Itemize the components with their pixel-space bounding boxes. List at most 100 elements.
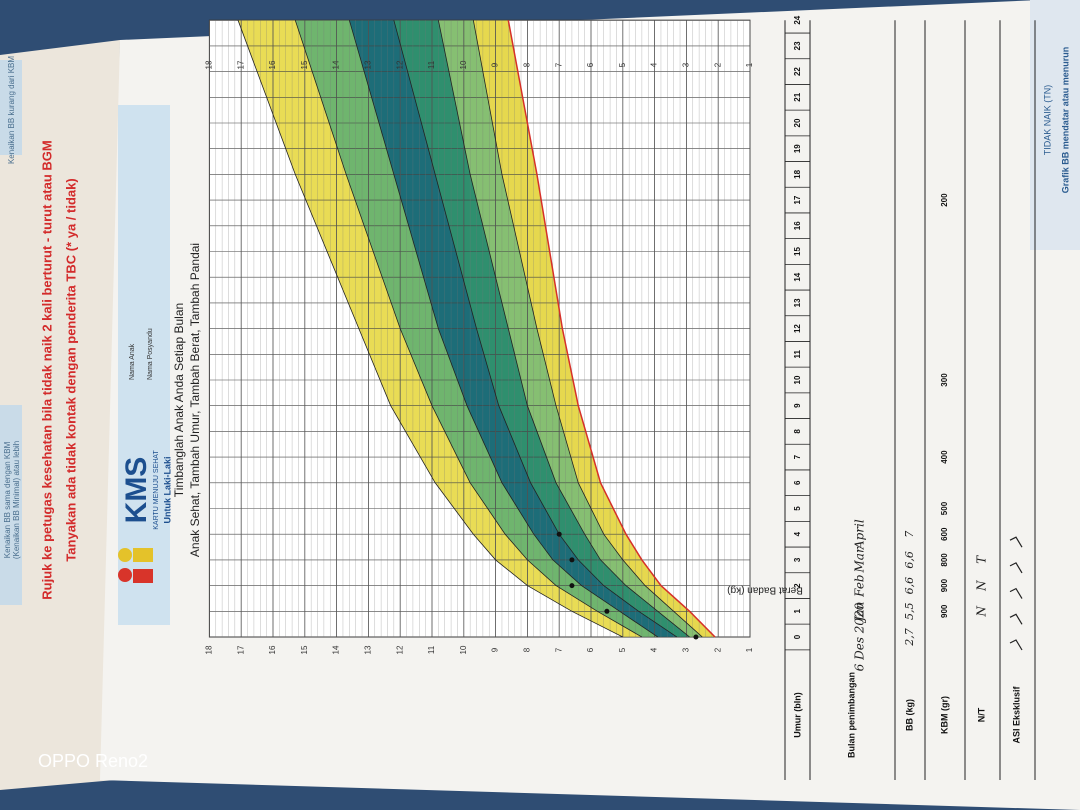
age-label: 14	[793, 272, 802, 281]
age-label: 6	[793, 480, 802, 485]
weight-tick-label: 18	[205, 645, 214, 654]
weight-tick-label: 16	[268, 645, 277, 654]
asi-check	[1009, 639, 1023, 651]
field-label: Nama Anak	[129, 343, 136, 380]
weight-tick-label: 18	[205, 60, 214, 69]
age-label: 24	[793, 15, 802, 24]
watermark: OPPO Reno2	[38, 751, 148, 771]
kbm-entry: 900	[940, 578, 949, 592]
nt-entry: N	[975, 606, 989, 618]
weight-tick-label: 14	[332, 60, 341, 69]
age-label: 15	[793, 247, 802, 256]
band-line	[507, 20, 716, 638]
age-label: 4	[793, 531, 802, 536]
slogan: Anak Sehat, Tambah Umur, Tambah Berat, T…	[188, 243, 202, 557]
band-line	[237, 20, 623, 638]
weight-tick-label: 7	[554, 647, 563, 652]
gender: Untuk Laki-Laki	[162, 456, 172, 523]
weight-tick-label: 17	[236, 60, 245, 69]
y-axis-label: Berat Badan (kg)	[727, 584, 803, 595]
logo-sub: KARTU MENUJU SEHAT	[153, 450, 160, 530]
band-line	[348, 20, 659, 638]
note-text: Kenaikan BB sama dengan KBM	[3, 441, 12, 558]
band-line	[472, 20, 703, 638]
weight-tick-label: 15	[300, 645, 309, 654]
asi-check	[1009, 587, 1023, 599]
side-panel	[1030, 0, 1080, 250]
note-box	[0, 405, 22, 605]
note-text: (Kenaikan BB Minimal) atau lebih	[12, 441, 21, 559]
band-line	[294, 20, 643, 638]
age-label: 20	[793, 118, 802, 127]
weight-tick-label: 4	[650, 647, 659, 652]
weight-point	[569, 583, 575, 589]
bb-entry: 7	[903, 531, 916, 538]
side-title: TIDAK NAIK (TN)	[1042, 85, 1052, 156]
weight-tick-label: 6	[586, 62, 595, 67]
weight-tick-label: 4	[650, 62, 659, 67]
age-label: 2	[793, 583, 802, 588]
age-label: 0	[793, 634, 802, 639]
weight-tick-label: 7	[554, 62, 563, 67]
age-label: 5	[793, 506, 802, 511]
age-label: 9	[793, 403, 802, 408]
band-line	[437, 20, 690, 638]
weight-tick-label: 2	[713, 62, 722, 67]
weight-point	[569, 557, 575, 563]
age-label: 18	[793, 169, 802, 178]
age-label: 3	[793, 557, 802, 562]
month-entry: Jan	[853, 601, 867, 624]
row-label: ASI Eksklusif	[1011, 685, 1021, 743]
nt-entry: N	[975, 580, 989, 592]
weight-tick-label: 8	[523, 62, 532, 67]
weight-tick-label: 2	[713, 647, 722, 652]
age-label: 1	[793, 609, 802, 614]
weight-tick-label: 13	[364, 645, 373, 654]
age-label: 13	[793, 298, 802, 307]
slogan: Timbanglah Anak Anda Setiap Bulan	[172, 303, 186, 497]
row-label: Bulan penimbangan	[846, 672, 856, 758]
note-text: Kenaikan BB kurang dari KBM	[7, 56, 16, 164]
weight-tick-label: 10	[459, 60, 468, 69]
month-entry: Mar	[853, 546, 867, 573]
kbm-entry: 900	[940, 604, 949, 618]
band-line	[393, 20, 678, 638]
row-label: BB (kg)	[904, 699, 914, 731]
weight-tick-label: 12	[395, 60, 404, 69]
age-label: 21	[793, 92, 802, 101]
asi-check	[1009, 562, 1023, 574]
age-label: 8	[793, 429, 802, 434]
weight-point	[693, 634, 699, 640]
row-label: N/T	[976, 707, 986, 722]
age-label: 16	[793, 221, 802, 230]
referral-text: Rujuk ke petugas kesehatan bila tidak na…	[39, 140, 54, 599]
weight-tick-label: 11	[427, 60, 436, 69]
month-entry: Feb	[853, 574, 867, 597]
weight-tick-label: 1	[745, 62, 754, 67]
weight-tick-label: 17	[236, 645, 245, 654]
weight-tick-label: 8	[523, 647, 532, 652]
asi-check	[1009, 536, 1023, 548]
age-label: 10	[793, 375, 802, 384]
age-label: 17	[793, 195, 802, 204]
weight-tick-label: 5	[618, 62, 627, 67]
weight-tick-label: 9	[491, 62, 500, 67]
side-text: Grafik BB mendatar atau menurun	[1060, 47, 1070, 194]
kbm-entry: 600	[940, 527, 949, 541]
weight-tick-label: 15	[300, 60, 309, 69]
bb-entry: 6,6	[903, 551, 916, 569]
weight-point	[556, 531, 562, 537]
logo-figures	[118, 548, 153, 583]
age-label: 23	[793, 41, 802, 50]
field-label: Nama Posyandu	[147, 328, 154, 380]
age-label: 19	[793, 144, 802, 153]
weight-tick-label: 12	[395, 645, 404, 654]
age-label: 22	[793, 67, 802, 76]
tbc-text: Tanyakan ada tidak kontak dengan penderi…	[63, 178, 78, 561]
growth-band	[438, 20, 703, 637]
month-entry: April	[853, 519, 867, 550]
bb-entry: 2,7	[903, 628, 916, 647]
weight-tick-label: 9	[491, 647, 500, 652]
age-label: 12	[793, 324, 802, 333]
